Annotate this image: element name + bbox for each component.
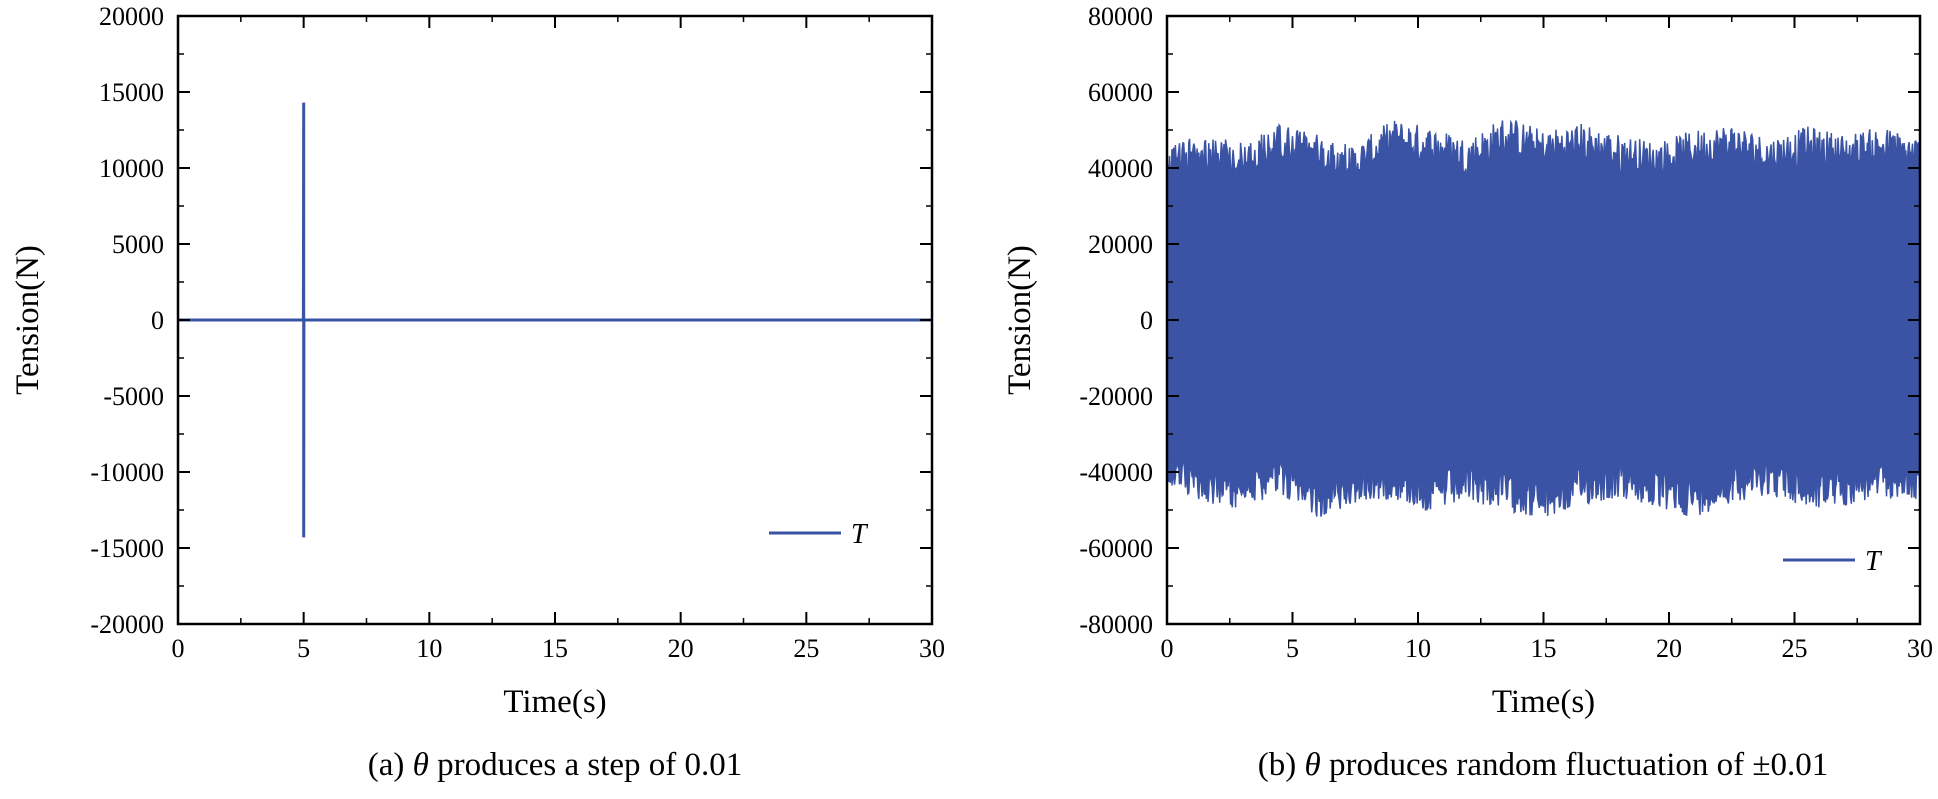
x-tick-label: 10 [416, 634, 442, 663]
x-tick-label: 25 [1782, 634, 1808, 663]
x-tick-label: 20 [668, 634, 694, 663]
y-tick-label: 0 [151, 306, 164, 335]
data-layer [178, 102, 932, 538]
x-axis-title: Time(s) [503, 684, 606, 720]
x-tick-label: 20 [1656, 634, 1682, 663]
y-tick-label: 10000 [99, 154, 164, 183]
x-tick-label: 15 [1531, 634, 1557, 663]
x-tick-label: 0 [172, 634, 185, 663]
y-tick-label: -60000 [1079, 534, 1153, 563]
y-axis-title: Tension(N) [10, 245, 46, 395]
x-tick-label: 0 [1161, 634, 1174, 663]
y-tick-label: 40000 [1088, 154, 1153, 183]
x-tick-label: 5 [1286, 634, 1299, 663]
x-tick-label: 25 [793, 634, 819, 663]
y-tick-label: 15000 [99, 78, 164, 107]
y-tick-label: 5000 [112, 230, 164, 259]
y-tick-label: 60000 [1088, 78, 1153, 107]
y-tick-label: 0 [1140, 306, 1153, 335]
subplot-caption: (b) θ produces random fluctuation of ±0.… [1258, 747, 1828, 783]
legend-label: T [851, 519, 869, 550]
x-tick-label: 5 [297, 634, 310, 663]
data-layer [1167, 119, 1920, 517]
y-tick-label: 80000 [1088, 2, 1153, 31]
x-axis-title: Time(s) [1492, 684, 1595, 720]
y-tick-label: -15000 [90, 534, 164, 563]
x-tick-label: 15 [542, 634, 568, 663]
y-tick-label: -10000 [90, 458, 164, 487]
subplot-caption: (a) θ produces a step of 0.01 [368, 747, 743, 783]
series-T-line [178, 102, 932, 538]
y-axis-title: Tension(N) [1002, 245, 1038, 395]
y-tick-label: -20000 [90, 610, 164, 639]
y-tick-label: -80000 [1079, 610, 1153, 639]
x-tick-label: 30 [919, 634, 945, 663]
series-T-band [1167, 119, 1920, 517]
x-tick-label: 10 [1405, 634, 1431, 663]
y-tick-label: 20000 [1088, 230, 1153, 259]
y-tick-label: -5000 [103, 382, 164, 411]
x-tick-label: 30 [1907, 634, 1933, 663]
subplot-a: 0 5 10 15 20 25 30 20000 15000 10000 5000 0 -5000 -10… [10, 2, 945, 783]
y-tick-label: -20000 [1079, 382, 1153, 411]
y-tick-label: -40000 [1079, 458, 1153, 487]
y-tick-label: 20000 [99, 2, 164, 31]
subplot-b: 0 5 10 15 20 25 30 80000 60000 40000 20000 0 -20000 -… [1002, 2, 1933, 783]
legend-label: T [1865, 546, 1883, 577]
